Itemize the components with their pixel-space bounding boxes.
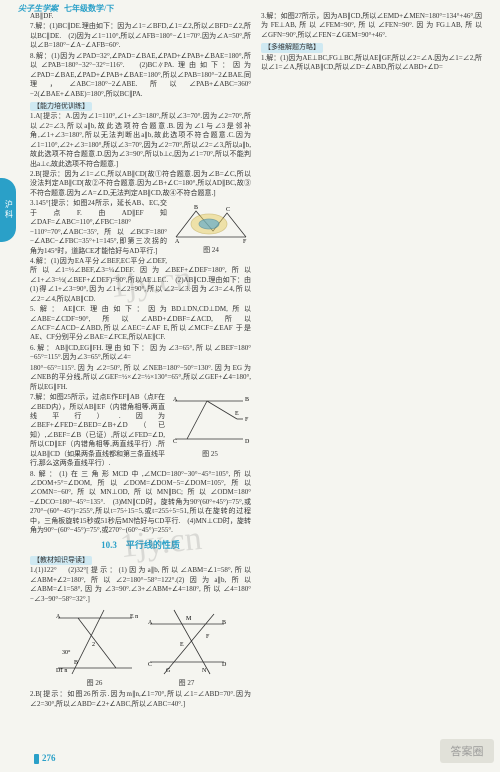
svg-text:A: A [148,620,153,626]
svg-text:E: E [235,411,239,417]
svg-text:B: B [194,205,198,211]
svg-text:E m: E m [130,614,138,620]
text-block: 2.B[提示：因为∠1=∠C,所以AB∥CD[故①符合题意.因为∠B=∠C,所以… [30,170,251,198]
text-block: 2.B[提示：如图26所示.因为m∥n,∠1=70°,所以∠1=∠ABD=70°… [30,690,251,709]
svg-text:B: B [74,660,78,666]
svg-text:30°: 30° [62,649,71,656]
text-block: 4.解：(1)因为EA平分∠BEF,EC平分∠DEF,所以∠1=½∠BEF,∠3… [30,257,251,304]
text-block: 6.解：AB∥CD,EG∥FH.理由如下：因为∠3=65°,所以∠BEF=180… [30,344,251,363]
corner-label: 答案圈 [451,744,484,758]
series-title: 尖子生学案 [18,4,58,15]
svg-text:F: F [243,239,247,245]
svg-text:B: B [222,620,226,626]
svg-text:F: F [206,634,210,640]
figure-26-27-row: A E m D″ n 30° 1 B 2 图 26 A B C [30,606,251,688]
page-header: 尖子生学案 七年级数学/下 [18,4,482,15]
figure-27-label: 图 27 [144,679,230,688]
grade-label: 七年级数学/下 [64,4,114,15]
svg-text:N: N [202,668,207,674]
text-block: 1.A[提示：A.因为∠1=110°,∠1+∠3=180°,所以∠3=70°.因… [30,112,251,169]
text-block: 3.解：如图27所示，因为AB∥CD,所以∠EMD+∠MEN=180°=134°… [261,12,482,40]
text-block: 180°−65°=115°.因为∠2=50°,所以∠NEB=180°−50°=1… [30,364,251,392]
section-multi: 【多维解题方略】 [261,43,323,52]
section-textbook: 【教材知识导读】 [30,556,92,565]
text-block: 8.解：(1)因为∠PAD=32°,∠PAD=∠BAE,∠PAD+∠PAB+∠B… [30,52,251,99]
svg-text:A: A [56,614,61,620]
svg-text:A: A [173,397,178,403]
text-block: 7.解：(1)BC∥DE.理由如下：因为∠1=∠BFD,∠1=∠2,所以∠BFD… [30,22,251,50]
corner-badge: 答案圈 [440,739,494,766]
svg-text:M: M [186,616,192,622]
figure-25: A B C D E F 图 25 [169,393,251,459]
page-number: 276 [34,752,56,764]
figure-26-label: 图 26 [52,679,138,688]
svg-text:E: E [180,642,184,648]
svg-text:1: 1 [60,668,63,674]
edition-sidetab: 沪科 [0,178,16,242]
svg-text:F: F [245,417,249,423]
text-block: 1.解：(1)因为AE⊥BC,FG⊥BC,所以AE∥GF,所以∠2=∠A.因为∠… [261,54,482,73]
text-block: 8.解：(1)在三角形MCD中,∠MCD=180°−30°−45°=105°,所… [30,470,251,536]
text-block: 1.(1)122° (2)32°[提示：(1)因为a∥b,所以∠ABM=∠1=5… [30,566,251,604]
figure-24-label: 图 24 [171,246,251,255]
svg-text:A: A [175,239,180,245]
svg-text:C: C [226,207,230,213]
svg-text:G: G [166,668,171,674]
svg-text:D: D [222,662,227,668]
svg-text:C: C [148,662,152,668]
chapter-title: 10.3 平行线的性质 [30,539,251,551]
svg-text:B: B [245,397,249,403]
page-body: AB∥DF. 7.解：(1)BC∥DE.理由如下：因为∠1=∠BFD,∠1=∠2… [0,0,500,730]
svg-text:C: C [173,439,177,445]
figure-24: A B C F 图 24 [171,199,251,255]
text-block: 5.解：AE∥CF.理由如下：因为BD⊥DN,CD⊥DM,所以∠ABE=∠CDF… [30,305,251,343]
svg-text:D: D [245,439,250,445]
figure-25-label: 图 25 [169,450,251,459]
svg-text:2: 2 [92,642,95,648]
section-ability: 【能力培优训练】 [30,102,92,111]
